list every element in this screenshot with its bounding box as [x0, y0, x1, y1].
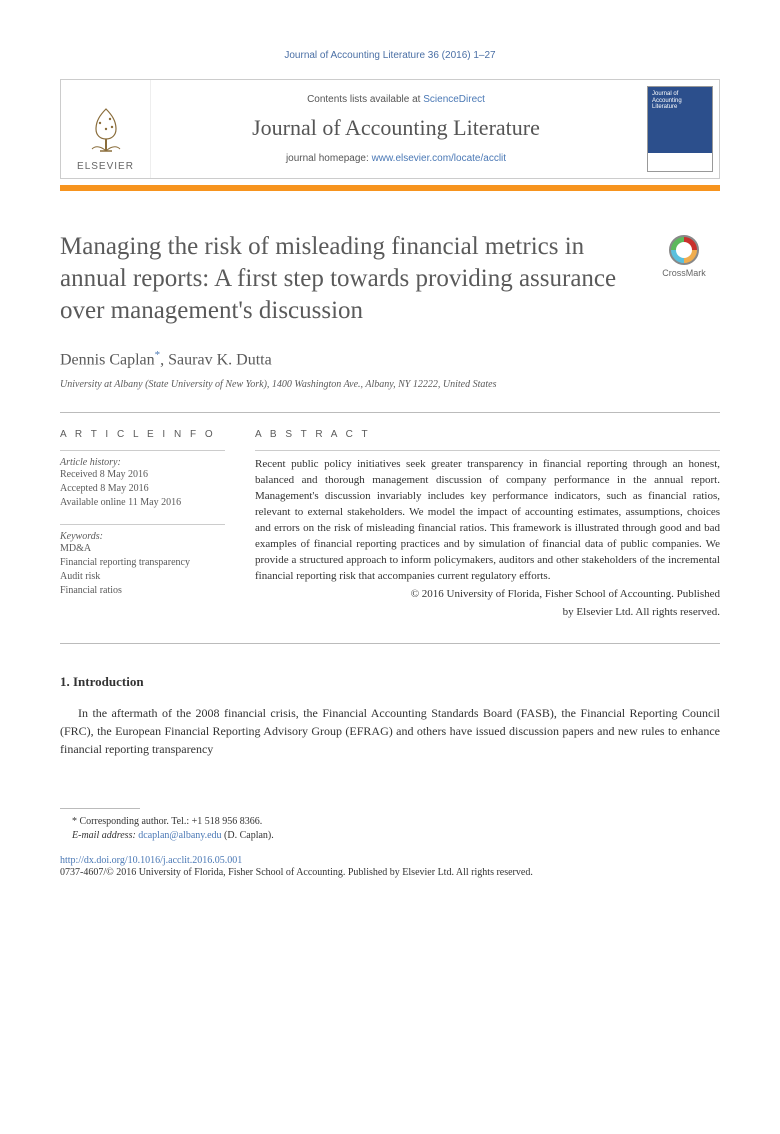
homepage-link[interactable]: www.elsevier.com/locate/acclit [372, 153, 507, 164]
elsevier-tree-icon [82, 105, 130, 157]
contents-prefix: Contents lists available at [307, 94, 423, 105]
history-online: Available online 11 May 2016 [60, 496, 225, 510]
article-title: Managing the risk of misleading financia… [60, 231, 628, 327]
journal-header-box: ELSEVIER Contents lists available at Sci… [60, 79, 720, 179]
journal-homepage-line: journal homepage: www.elsevier.com/locat… [286, 153, 506, 164]
copyright-line-2: by Elsevier Ltd. All rights reserved. [255, 605, 720, 621]
footnote-rule [60, 808, 140, 809]
divider-bottom [60, 643, 720, 644]
publisher-name: ELSEVIER [77, 161, 134, 172]
corresponding-author-footnote: * Corresponding author. Tel.: +1 518 956… [60, 815, 720, 829]
email-link[interactable]: dcaplan@albany.edu [138, 830, 221, 841]
history-accepted: Accepted 8 May 2016 [60, 482, 225, 496]
cover-title: Journal of Accounting Literature [652, 91, 708, 111]
info-abstract-row: A R T I C L E I N F O Article history: R… [60, 429, 720, 620]
abstract-text: Recent public policy initiatives seek gr… [255, 457, 720, 585]
journal-cover-thumbnail: Journal of Accounting Literature [647, 86, 713, 172]
keyword-1: MD&A [60, 542, 225, 556]
section-1-para-1: In the aftermath of the 2008 financial c… [60, 704, 720, 758]
cover-band [648, 153, 712, 171]
running-head: Journal of Accounting Literature 36 (201… [60, 50, 720, 61]
cover-thumbnail-cell: Journal of Accounting Literature [641, 80, 719, 178]
abstract-heading: A B S T R A C T [255, 429, 720, 440]
publisher-cell: ELSEVIER [61, 80, 151, 178]
author-separator: , [160, 351, 168, 368]
history-received: Received 8 May 2016 [60, 468, 225, 482]
author-2: Saurav K. Dutta [168, 351, 272, 368]
homepage-prefix: journal homepage: [286, 153, 372, 164]
email-label: E-mail address: [72, 830, 138, 841]
divider-top [60, 412, 720, 413]
abstract-column: A B S T R A C T Recent public policy ini… [255, 429, 720, 620]
authors-line: Dennis Caplan*, Saurav K. Dutta [60, 349, 720, 369]
keyword-3: Audit risk [60, 570, 225, 584]
article-history-block: Article history: Received 8 May 2016 Acc… [60, 457, 225, 510]
section-1-heading: 1. Introduction [60, 674, 720, 690]
doi-link[interactable]: http://dx.doi.org/10.1016/j.acclit.2016.… [60, 855, 720, 866]
author-1: Dennis Caplan [60, 351, 155, 368]
email-footnote: E-mail address: dcaplan@albany.edu (D. C… [60, 829, 720, 843]
keywords-label: Keywords: [60, 531, 225, 542]
abstract-subrule [255, 450, 720, 451]
keyword-4: Financial ratios [60, 584, 225, 598]
journal-name: Journal of Accounting Literature [252, 115, 540, 141]
crossmark-label: CrossMark [662, 268, 706, 278]
info-subrule-1 [60, 450, 225, 451]
keywords-block: Keywords: MD&A Financial reporting trans… [60, 531, 225, 598]
copyright-line-1: © 2016 University of Florida, Fisher Sch… [255, 587, 720, 603]
title-row: Managing the risk of misleading financia… [60, 231, 720, 327]
contents-available-line: Contents lists available at ScienceDirec… [307, 94, 485, 105]
info-subrule-2 [60, 524, 225, 525]
article-info-column: A R T I C L E I N F O Article history: R… [60, 429, 225, 620]
crossmark-icon [669, 235, 699, 265]
history-label: Article history: [60, 457, 225, 468]
crossmark-badge[interactable]: CrossMark [648, 235, 720, 278]
accent-bar [60, 185, 720, 191]
issn-copyright-line: 0737-4607/© 2016 University of Florida, … [60, 866, 720, 879]
article-info-heading: A R T I C L E I N F O [60, 429, 225, 440]
keyword-2: Financial reporting transparency [60, 556, 225, 570]
affiliation: University at Albany (State University o… [60, 379, 720, 390]
journal-center-cell: Contents lists available at ScienceDirec… [151, 80, 641, 178]
sciencedirect-link[interactable]: ScienceDirect [423, 94, 485, 105]
email-suffix: (D. Caplan). [222, 830, 274, 841]
